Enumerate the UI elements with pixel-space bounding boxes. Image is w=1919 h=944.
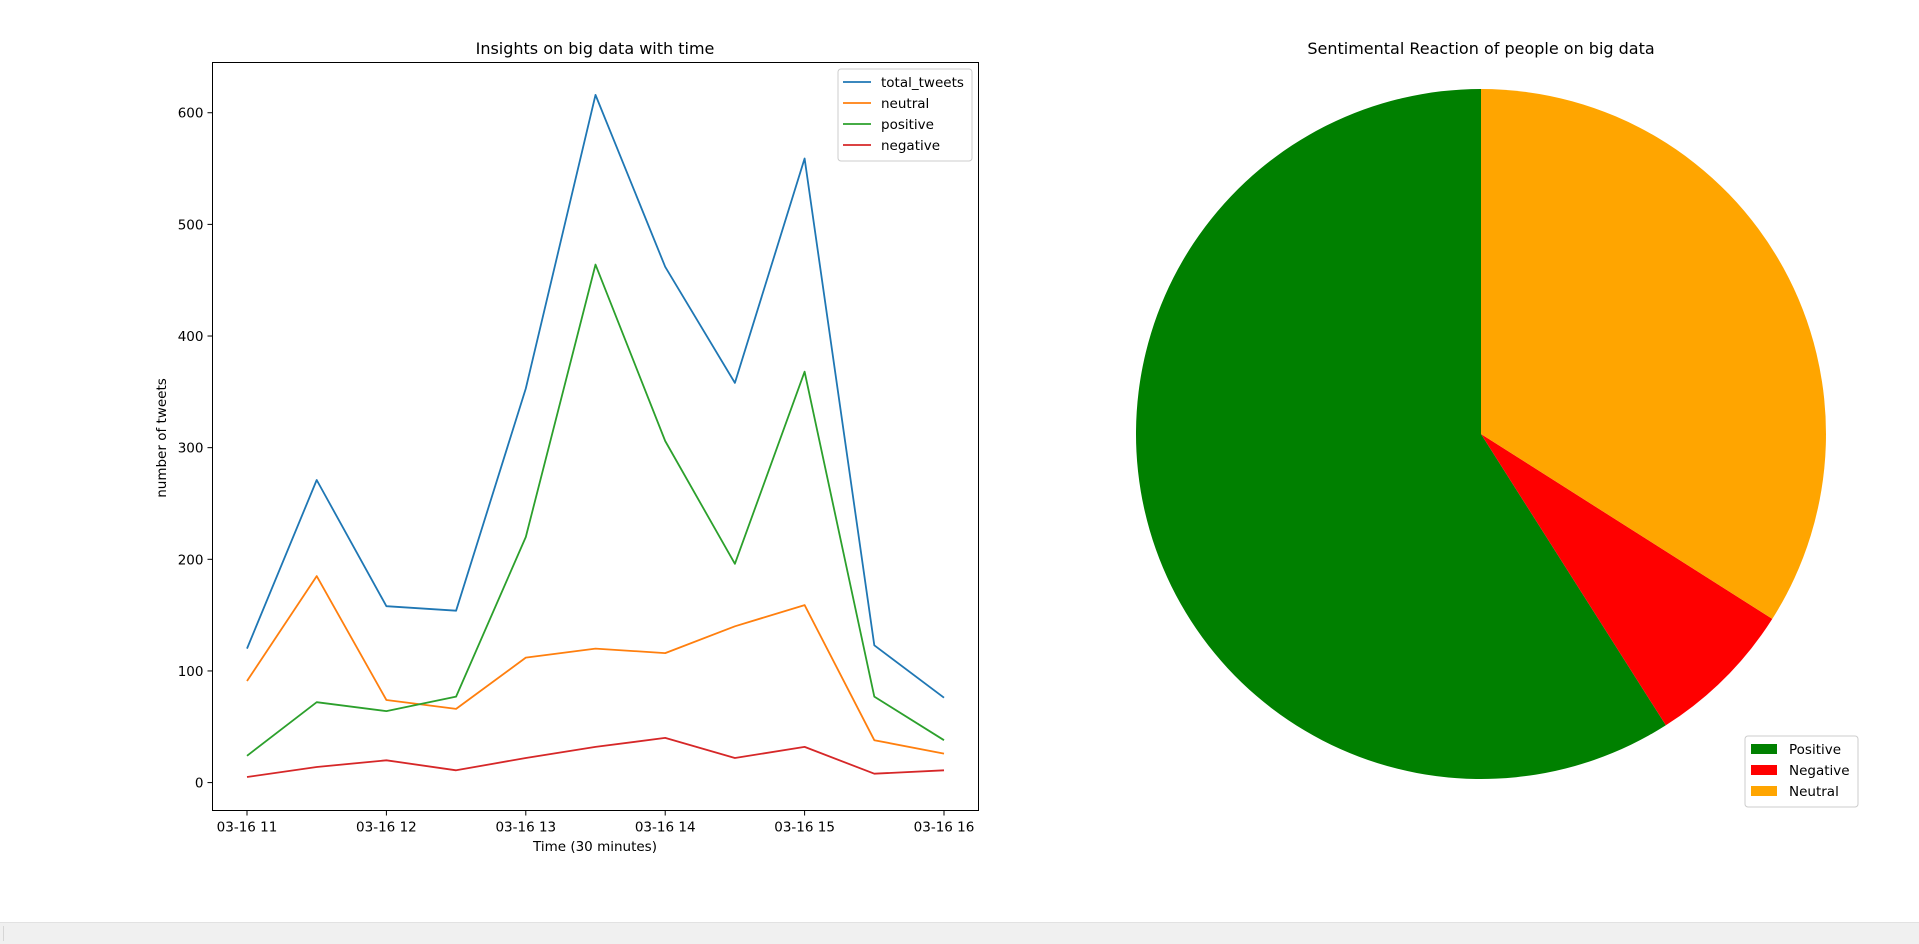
y-tick-label: 0 [195,776,204,792]
pie-chart: Sentimental Reaction of people on big da… [1135,39,1859,808]
x-axis-ticks: 03-16 11 03-16 12 03-16 13 03-16 14 03-16 15… [217,810,975,836]
legend-swatch [1751,786,1777,796]
pie-chart-title: Sentimental Reaction of people on big da… [1307,39,1654,58]
x-tick-label: 03-16 11 [217,820,278,836]
x-tick-label: 03-16 14 [635,820,696,836]
series-line-negative [246,737,945,778]
x-tick-label: 03-16 13 [495,820,556,836]
legend-label: positive [881,117,934,133]
series-line-neutral [246,575,945,755]
legend-swatch [1751,765,1777,775]
x-axis-label: Time (30 minutes) [532,839,657,855]
series-lines [246,94,945,778]
legend-box [837,68,973,162]
y-tick-label: 300 [178,441,204,457]
y-tick-label: 100 [178,664,204,680]
status-bar-grip [3,926,4,941]
pie-chart-legend: Positive Negative Neutral [1744,735,1859,808]
figure-canvas: Insights on big data with time Time (30 … [154,39,1859,855]
legend-label: total_tweets [881,75,964,91]
legend-label: negative [881,138,940,154]
legend-label: neutral [881,96,929,112]
x-tick-label: 03-16 15 [774,820,835,836]
pie-slice-positive [1135,89,1666,779]
x-tick-label: 03-16 16 [914,820,975,836]
plot-frame [212,62,979,811]
line-chart: Insights on big data with time Time (30 … [154,39,979,855]
pie-slices [1135,88,1826,779]
line-chart-title: Insights on big data with time [476,39,715,58]
y-tick-label: 200 [178,552,204,568]
legend-label: Positive [1789,742,1841,758]
y-axis-ticks: 0 100 200 300 400 500 600 [178,106,213,792]
legend-swatch [1751,744,1777,754]
legend-label: Neutral [1789,784,1839,800]
y-tick-label: 400 [178,329,204,345]
y-tick-label: 500 [178,217,204,233]
status-bar [0,922,1919,944]
pie-slice-negative [1481,434,1773,726]
series-line-total-tweets [246,94,945,699]
series-line-positive [246,263,945,757]
y-tick-label: 600 [178,106,204,122]
legend-label: Negative [1789,763,1850,779]
y-axis-label: number of tweets [154,378,170,498]
x-tick-label: 03-16 12 [356,820,417,836]
pie-slice-neutral [1481,88,1826,619]
